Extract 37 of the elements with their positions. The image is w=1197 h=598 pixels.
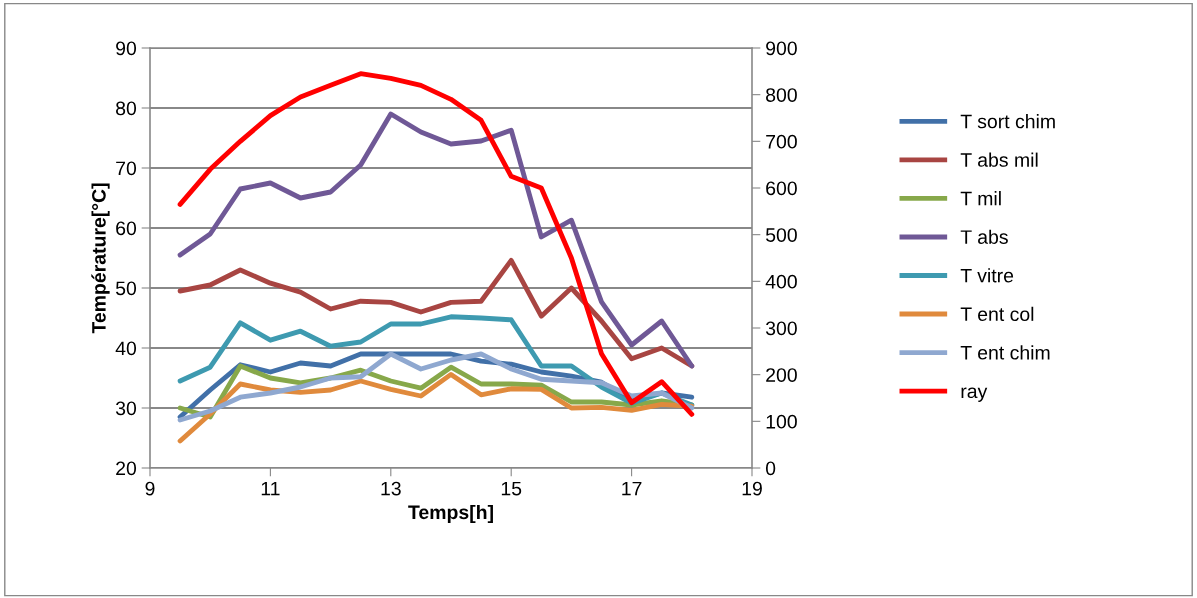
line-series (177, 111, 695, 369)
y2-tick-label: 500 (765, 228, 797, 242)
y2-tick-label: 900 (766, 41, 797, 56)
x-tick-label: 13 (381, 481, 401, 496)
legend-label: T ent chim (960, 345, 1050, 360)
y2-tick-label: 600 (766, 181, 797, 196)
x-tick-label: 9 (145, 481, 155, 496)
legend-label: T vitre (960, 268, 1014, 283)
y-tick-label: 90 (116, 41, 137, 56)
x-axis-title: Temps[h] (408, 504, 493, 523)
y-tick-label: 70 (116, 161, 137, 176)
y2-tick-label: 300 (765, 321, 797, 336)
x-tick-label: 11 (261, 481, 280, 496)
y-axis-title: Température[°C] (91, 183, 110, 334)
y-tick-label: 80 (116, 101, 137, 116)
line-series (177, 71, 695, 417)
y-tick-label: 50 (115, 281, 137, 296)
x-tick-label: 19 (742, 481, 762, 496)
y2-tick-label: 0 (765, 461, 776, 476)
legend-label: T abs (960, 229, 1008, 244)
line-series (177, 371, 695, 444)
y-tick-label: 30 (115, 401, 137, 416)
x-tick-label: 17 (622, 481, 642, 496)
legend-label: T sort chim (960, 114, 1055, 129)
y-tick-label: 40 (115, 341, 137, 356)
y-tick-label: 20 (116, 461, 137, 476)
y2-tick-label: 800 (766, 88, 797, 102)
legend-label: ray (961, 387, 988, 402)
legend-label: T mil (960, 191, 1001, 206)
y2-tick-label: 700 (766, 134, 797, 149)
y2-tick-label: 400 (765, 274, 797, 289)
x-tick-label: 15 (501, 481, 522, 496)
legend-label: T ent col (960, 306, 1034, 322)
y2-tick-label: 100 (766, 414, 797, 429)
y-tick-label: 60 (116, 221, 137, 236)
y2-tick-label: 200 (766, 368, 797, 382)
legend-label: T abs mil (960, 152, 1038, 167)
